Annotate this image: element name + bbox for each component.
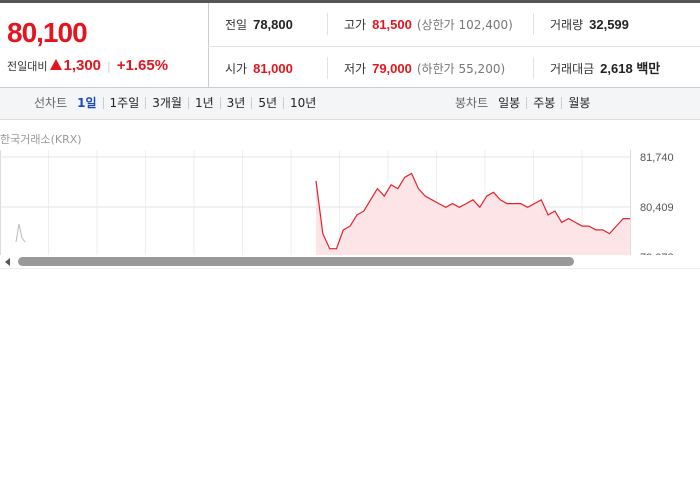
scrollbar[interactable] bbox=[0, 255, 700, 269]
period-button[interactable]: 3개월 bbox=[145, 97, 188, 109]
stat-cell: 거래량 32,599 bbox=[533, 3, 700, 46]
change-rate: +1.65% bbox=[116, 57, 169, 74]
stat-label: 거래량 bbox=[550, 18, 584, 32]
period-button[interactable]: 1년 bbox=[187, 97, 220, 109]
candle-button[interactable]: 월봉 bbox=[561, 97, 596, 109]
stat-label: 저가 bbox=[344, 62, 367, 76]
y-tick-label: 81,740 bbox=[640, 152, 674, 164]
stat-value: 81,000 bbox=[253, 61, 293, 76]
toolbar: 선차트 1일 1주일 3개월 1년 3년 5년 10년 봉차트 일봉 주봉 월봉 bbox=[0, 88, 700, 120]
stat-cell: 거래대금 2,618 백만 bbox=[533, 47, 700, 90]
line-chart-label: 선차트 bbox=[34, 96, 68, 110]
period-button[interactable]: 10년 bbox=[283, 97, 322, 109]
stat-cell: 저가 79,000 (하한가 55,200) bbox=[327, 47, 533, 90]
change-value: 1,300 bbox=[63, 57, 102, 74]
stat-cell: 시가 81,000 bbox=[208, 47, 327, 90]
stat-note: (상한가 102,400) bbox=[416, 18, 513, 32]
current-price: 80,100 bbox=[7, 17, 88, 48]
stat-value: 78,800 bbox=[253, 17, 293, 32]
period-button[interactable]: 1일 bbox=[77, 96, 97, 110]
stat-cell: 고가 81,500 (상한가 102,400) bbox=[327, 3, 533, 46]
stat-cell: 전일 78,800 bbox=[208, 3, 327, 46]
candle-button[interactable]: 일봉 bbox=[498, 96, 521, 110]
change-label: 전일대비 bbox=[7, 60, 48, 73]
stat-label: 전일 bbox=[225, 18, 248, 32]
y-tick-label: 79,078 bbox=[640, 252, 674, 256]
stat-value: 32,599 bbox=[589, 17, 629, 32]
stat-label: 거래대금 bbox=[550, 62, 595, 76]
period-button[interactable]: 1주일 bbox=[102, 97, 146, 109]
quote-panel: 80,100 전일대비 1,300 | +1.65% 전일 78,800 고가 81,500… bbox=[0, 0, 700, 88]
stat-value: 2,618 백만 bbox=[600, 61, 661, 76]
chart: 81,740 80,409 79,078 bbox=[0, 150, 674, 256]
candle-chart-label: 봉차트 bbox=[455, 96, 489, 110]
source: 한국거래소(KRX) bbox=[0, 133, 82, 146]
price-line bbox=[315, 172, 630, 250]
change: 전일대비 1,300 | +1.65% bbox=[7, 57, 169, 74]
stat-value: 79,000 bbox=[372, 61, 412, 76]
stat-label: 고가 bbox=[344, 18, 367, 32]
period-button[interactable]: 3년 bbox=[219, 97, 252, 109]
stat-note: (하한가 55,200) bbox=[416, 62, 506, 76]
y-tick-label: 80,409 bbox=[640, 202, 674, 214]
period-button[interactable]: 5년 bbox=[251, 97, 283, 109]
candle-button[interactable]: 주봉 bbox=[526, 97, 561, 109]
stat-value: 81,500 bbox=[372, 17, 412, 32]
stat-label: 시가 bbox=[225, 62, 248, 76]
area bbox=[316, 173, 630, 256]
